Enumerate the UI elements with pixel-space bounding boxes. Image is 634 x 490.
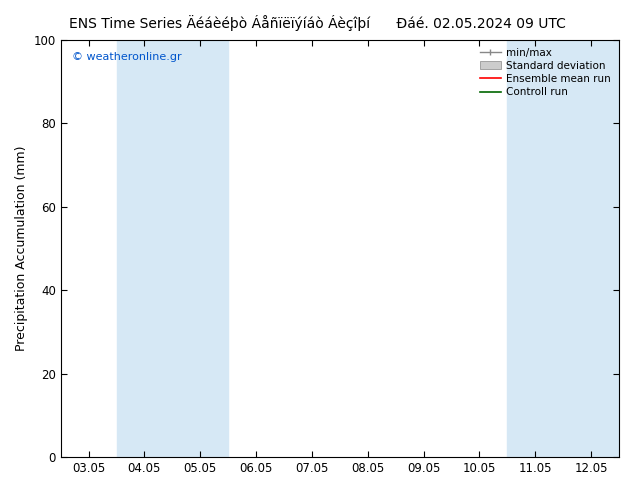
Bar [172, 40, 228, 457]
Text: © weatheronline.gr: © weatheronline.gr [72, 52, 181, 62]
Bar [117, 40, 172, 457]
Text: ENS Time Series Äéáèéþò Áåñïëïýíáò Áèçîþí      Ðáé. 02.05.2024 09 UTC: ENS Time Series Äéáèéþò Áåñïëïýíáò Áèçîþ… [68, 15, 566, 31]
Y-axis label: Precipitation Accumulation (mm): Precipitation Accumulation (mm) [15, 146, 28, 351]
Bar [507, 40, 563, 457]
Bar [563, 40, 619, 457]
Legend: min/max, Standard deviation, Ensemble mean run, Controll run: min/max, Standard deviation, Ensemble me… [477, 45, 614, 100]
